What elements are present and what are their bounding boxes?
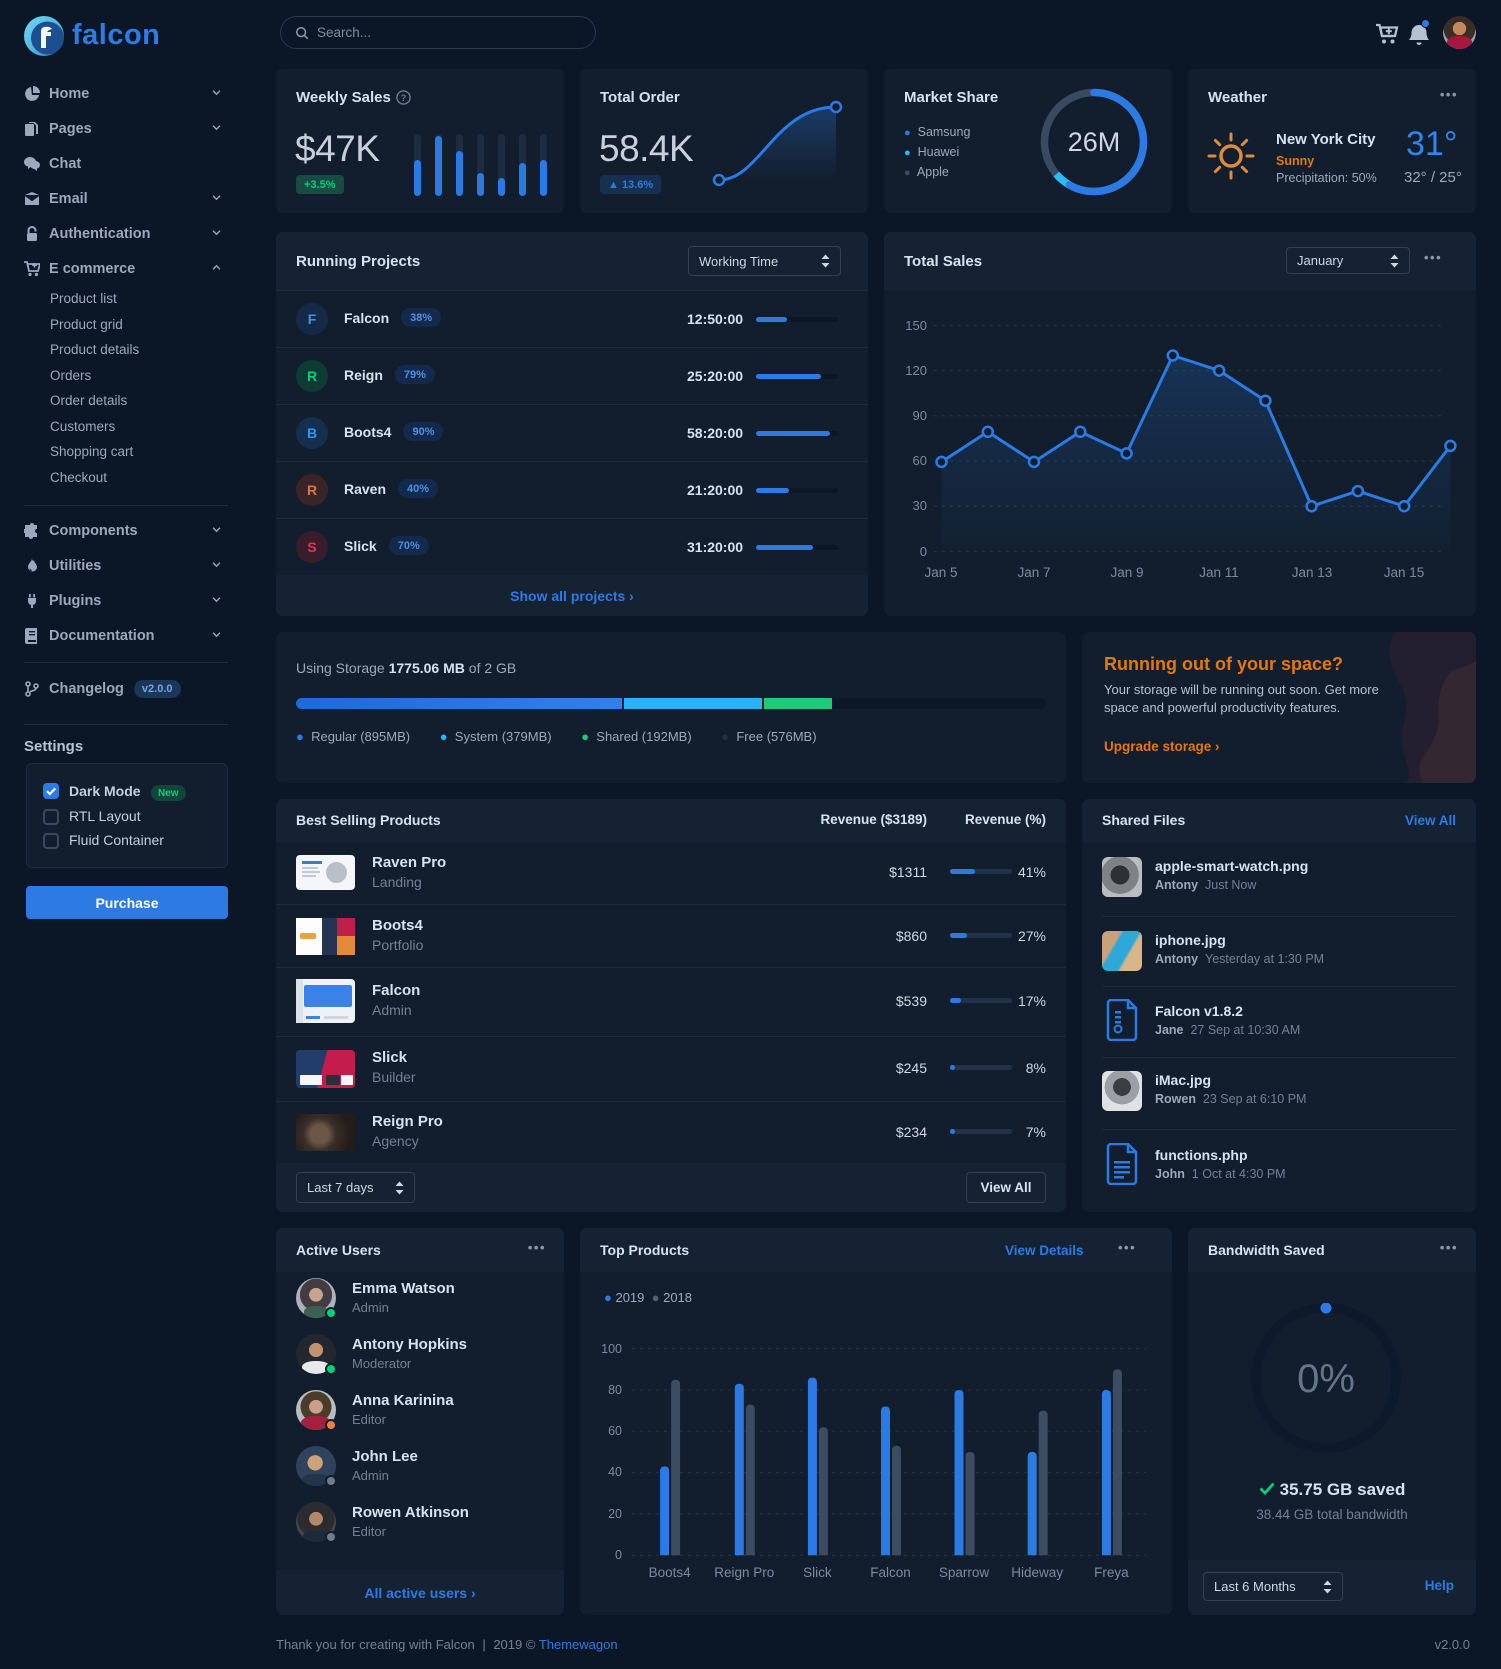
svg-text:Jan 11: Jan 11 (1199, 565, 1239, 580)
svg-text:90: 90 (913, 408, 927, 423)
svg-text:Jan 7: Jan 7 (1017, 565, 1050, 580)
svg-text:100: 100 (601, 1342, 622, 1356)
svg-text:120: 120 (905, 363, 927, 378)
svg-text:Falcon: Falcon (870, 1565, 911, 1580)
svg-text:40: 40 (608, 1465, 622, 1479)
svg-text:?: ? (401, 93, 407, 103)
svg-text:26M: 26M (1068, 127, 1121, 157)
svg-text:150: 150 (905, 318, 927, 333)
svg-text:Freya: Freya (1094, 1565, 1129, 1580)
svg-text:0: 0 (920, 544, 927, 559)
svg-text:Reign Pro: Reign Pro (714, 1565, 774, 1580)
svg-text:Jan 13: Jan 13 (1292, 565, 1333, 580)
svg-text:Jan 9: Jan 9 (1110, 565, 1143, 580)
svg-text:0: 0 (615, 1548, 622, 1562)
svg-text:Jan 5: Jan 5 (924, 565, 957, 580)
svg-text:0%: 0% (1297, 1357, 1355, 1401)
svg-text:Boots4: Boots4 (649, 1565, 692, 1580)
svg-text:Jan 15: Jan 15 (1384, 565, 1425, 580)
svg-text:30: 30 (913, 498, 927, 513)
svg-text:Slick: Slick (803, 1565, 832, 1580)
svg-text:60: 60 (608, 1424, 622, 1438)
svg-text:60: 60 (913, 453, 927, 468)
svg-text:80: 80 (608, 1383, 622, 1397)
svg-text:Sparrow: Sparrow (939, 1565, 990, 1580)
svg-text:20: 20 (608, 1507, 622, 1521)
svg-text:Hideway: Hideway (1011, 1565, 1063, 1580)
